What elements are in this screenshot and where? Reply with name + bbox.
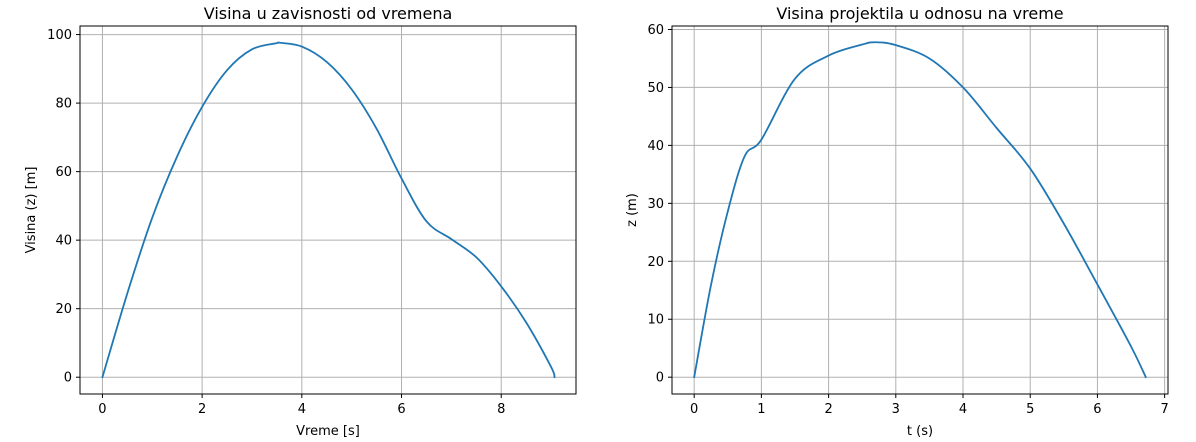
y-tick-label: 0 bbox=[64, 371, 72, 386]
y-tick-label: 50 bbox=[647, 81, 664, 96]
y-tick-label: 10 bbox=[647, 313, 664, 328]
y-tick-label: 0 bbox=[656, 371, 664, 386]
x-tick-label: 0 bbox=[98, 402, 106, 417]
y-axis-label: Visina (z) [m] bbox=[24, 167, 39, 254]
y-tick-label: 80 bbox=[55, 97, 72, 112]
series-line bbox=[693, 41, 1147, 379]
y-tick-label: 40 bbox=[647, 139, 664, 154]
x-tick-label: 8 bbox=[497, 402, 505, 417]
x-tick-label: 5 bbox=[1026, 402, 1034, 417]
x-tick-label: 4 bbox=[298, 402, 306, 417]
x-axis-label: t (s) bbox=[907, 424, 933, 439]
y-tick-label: 60 bbox=[647, 23, 664, 38]
y-tick-label: 60 bbox=[55, 165, 72, 180]
series-line bbox=[101, 41, 556, 379]
x-tick-label: 2 bbox=[824, 402, 832, 417]
x-tick-label: 7 bbox=[1160, 402, 1168, 417]
y-tick-label: 20 bbox=[55, 302, 72, 317]
y-tick-label: 100 bbox=[47, 28, 72, 43]
x-tick-label: 6 bbox=[1093, 402, 1101, 417]
chart-title: Visina projektila u odnosu na vreme bbox=[776, 4, 1063, 23]
chart-title: Visina u zavisnosti od vremena bbox=[204, 4, 453, 23]
x-tick-label: 3 bbox=[892, 402, 900, 417]
x-tick-label: 4 bbox=[959, 402, 967, 417]
y-tick-label: 40 bbox=[55, 234, 72, 249]
axes-frame bbox=[79, 25, 577, 395]
x-tick-label: 1 bbox=[757, 402, 765, 417]
x-tick-label: 0 bbox=[690, 402, 698, 417]
x-tick-label: 2 bbox=[198, 402, 206, 417]
y-axis-label: z (m) bbox=[625, 193, 640, 227]
y-tick-label: 30 bbox=[647, 197, 664, 212]
x-tick-label: 6 bbox=[397, 402, 405, 417]
axes-frame bbox=[671, 25, 1169, 395]
y-tick-label: 20 bbox=[647, 255, 664, 270]
chart-projectile-height-vs-time: 0 1 2 3 4 5 6 7 0 10 20 30 40 50 60 Visina projektila u… bbox=[625, 4, 1169, 439]
x-axis-label: Vreme [s] bbox=[296, 424, 360, 439]
